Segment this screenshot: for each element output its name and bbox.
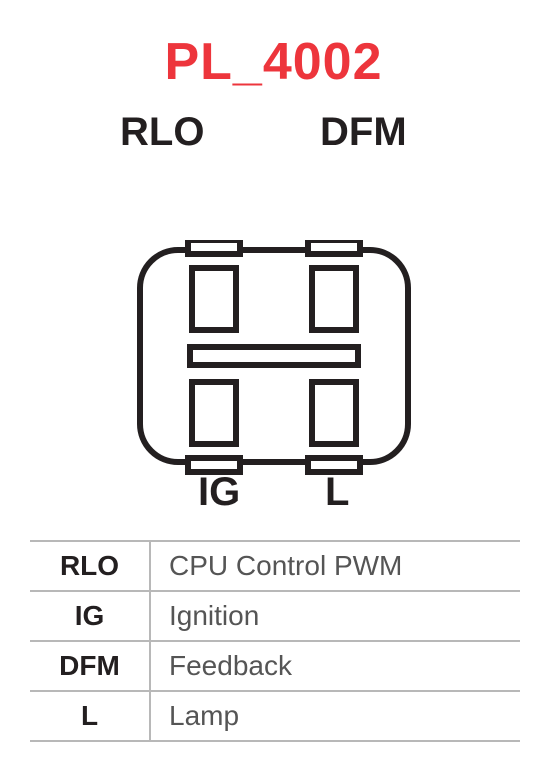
legend-row: DFM Feedback	[30, 641, 520, 691]
legend-row: IG Ignition	[30, 591, 520, 641]
legend-desc: Lamp	[150, 691, 520, 741]
legend-row: RLO CPU Control PWM	[30, 541, 520, 591]
legend-code: L	[30, 691, 150, 741]
legend-table: RLO CPU Control PWM IG Ignition DFM Feed…	[30, 540, 520, 742]
legend-code: IG	[30, 591, 150, 641]
legend-desc: Feedback	[150, 641, 520, 691]
connector-diagram: RLO DFM IG L	[0, 90, 547, 520]
legend-desc: CPU Control PWM	[150, 541, 520, 591]
connector-svg	[130, 240, 420, 480]
legend-desc: Ignition	[150, 591, 520, 641]
legend-row: L Lamp	[30, 691, 520, 741]
part-number-title: PL_4002	[0, 32, 547, 92]
legend-body: RLO CPU Control PWM IG Ignition DFM Feed…	[30, 541, 520, 741]
pin-label-top-left: RLO	[120, 110, 204, 155]
pin-label-top-right: DFM	[320, 110, 407, 155]
legend-code: DFM	[30, 641, 150, 691]
legend-code: RLO	[30, 541, 150, 591]
